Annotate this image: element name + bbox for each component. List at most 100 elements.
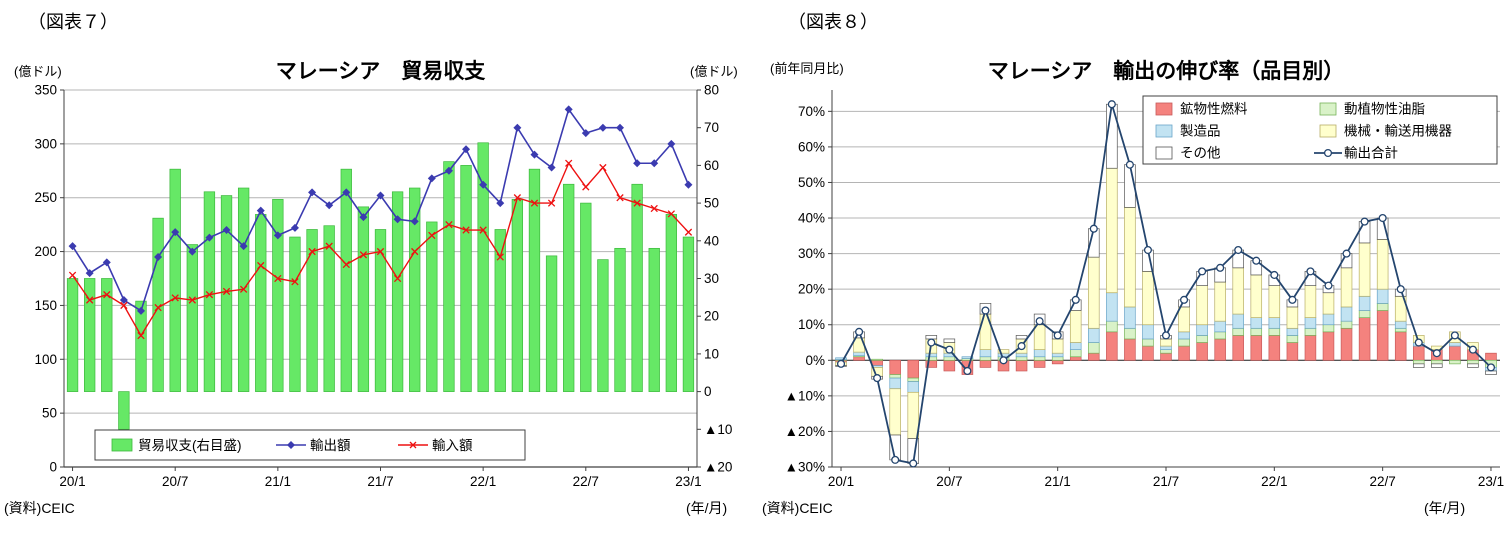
stack-segment-animal_vegetable_oils — [925, 356, 938, 361]
stack-segment-machinery_transport — [1250, 274, 1263, 318]
stack-segment-manufactured_goods — [925, 352, 938, 358]
stack-segment-mineral_fuels — [1286, 342, 1299, 361]
right-axis-tick-label: 40 — [704, 233, 719, 248]
total-exports-marker — [1017, 342, 1026, 351]
stack-segment-animal_vegetable_oils — [1340, 320, 1353, 329]
imports-marker — [582, 183, 590, 191]
total-exports-marker — [1089, 224, 1098, 233]
left-axis-tick-label: 50 — [42, 406, 57, 421]
imports-marker — [530, 199, 539, 207]
exports-marker — [171, 228, 180, 237]
exports-marker — [444, 166, 453, 175]
fig7-title: マレーシア 貿易収支 — [275, 60, 486, 83]
stack-segment-mineral_fuels — [979, 359, 992, 368]
total-exports-marker — [1360, 217, 1369, 226]
fig8-x-axis-unit: (年/月) — [1424, 500, 1466, 516]
legend-swatch-animal_vegetable_oils — [1319, 102, 1337, 116]
exports-marker — [547, 163, 556, 172]
fig7-x-axis-unit: (年/月) — [686, 500, 728, 516]
total-exports-marker — [1270, 270, 1279, 279]
trade-balance-bar — [528, 168, 541, 392]
total-exports-marker — [1198, 267, 1207, 276]
trade-balance-bar — [511, 198, 524, 392]
imports-marker — [547, 199, 556, 207]
stack-segment-machinery_transport — [1322, 292, 1335, 315]
stack-segment-machinery_transport — [1033, 324, 1046, 350]
imports-marker — [86, 296, 94, 304]
imports-marker — [684, 228, 693, 236]
total-exports-marker — [1216, 263, 1225, 272]
stack-segment-animal_vegetable_oils — [1268, 327, 1281, 336]
stack-segment-manufactured_goods — [1178, 331, 1190, 340]
stack-segment-machinery_transport — [1178, 306, 1190, 333]
stack-segment-manufactured_goods — [1232, 313, 1244, 329]
stack-segment-animal_vegetable_oils — [1088, 342, 1100, 354]
total-exports-marker — [1468, 345, 1477, 354]
imports-marker — [667, 210, 675, 218]
stack-segment-animal_vegetable_oils — [871, 358, 883, 361]
stack-segment-manufactured_goods — [1286, 327, 1299, 336]
exports-marker — [136, 306, 145, 315]
stack-segment-animal_vegetable_oils — [1286, 335, 1299, 343]
stack-segment-manufactured_goods — [1376, 288, 1389, 304]
right-axis-tick-label: 80 — [704, 83, 719, 98]
stack-segment-manufactured_goods — [889, 377, 901, 390]
total-exports-marker — [1252, 256, 1261, 265]
y-axis-tick-label: ▲10% — [785, 388, 825, 403]
stack-segment-animal_vegetable_oils — [1358, 310, 1371, 318]
trade-balance-bar — [494, 229, 506, 392]
stack-segment-animal_vegetable_oils — [907, 377, 920, 382]
exports-marker — [308, 188, 317, 197]
left-axis-tick-label: 150 — [34, 298, 57, 313]
imports-marker — [479, 226, 487, 234]
exports-marker — [85, 269, 94, 278]
x-axis-tick-label: 20/1 — [59, 474, 85, 489]
exports-marker — [650, 159, 659, 168]
imports-marker — [68, 271, 77, 279]
stack-segment-mineral_fuels — [1033, 359, 1046, 368]
trade-balance-bar — [409, 187, 421, 392]
y-axis-tick-label: 30% — [798, 246, 825, 261]
imports-marker — [565, 159, 573, 167]
stack-segment-machinery_transport — [1088, 256, 1100, 329]
imports-marker — [120, 301, 128, 310]
stack-segment-manufactured_goods — [1394, 320, 1407, 329]
trade-balance-bar — [220, 195, 233, 392]
trade-balance-bar — [597, 259, 609, 392]
stack-segment-animal_vegetable_oils — [1232, 327, 1244, 336]
stack-segment-animal_vegetable_oils — [1304, 327, 1317, 336]
left-axis-tick-label: 100 — [34, 352, 57, 367]
stack-segment-manufactured_goods — [1051, 352, 1064, 358]
exports-marker — [410, 217, 419, 226]
imports-marker — [239, 285, 248, 293]
stack-segment-manufactured_goods — [1142, 324, 1154, 340]
stack-segment-mineral_fuels — [1449, 345, 1461, 361]
stack-segment-manufactured_goods — [1340, 306, 1353, 322]
imports-marker — [342, 260, 350, 269]
stack-segment-machinery_transport — [889, 388, 901, 436]
legend-swatch-manufactured_goods — [1155, 124, 1173, 138]
stack-segment-others — [925, 335, 938, 340]
trade-balance-bar — [135, 300, 147, 392]
legend-swatch-trade-balance — [111, 438, 133, 452]
trade-balance-bar — [374, 229, 387, 392]
stack-segment-mineral_fuels — [943, 359, 956, 372]
y-axis-tick-label: 50% — [798, 175, 825, 190]
left-axis-tick-label: 350 — [34, 83, 57, 98]
stack-segment-manufactured_goods — [1069, 342, 1082, 350]
trade-balance-bar — [203, 191, 216, 392]
left-axis-tick-label: 250 — [34, 190, 57, 205]
stack-segment-animal_vegetable_oils — [1124, 327, 1136, 340]
stack-segment-machinery_transport — [1069, 310, 1082, 343]
x-axis-tick-label: 23/1 — [1478, 474, 1504, 489]
imports-marker — [376, 247, 385, 256]
total-exports-marker — [1053, 331, 1062, 340]
left-axis-tick-label: 200 — [34, 244, 57, 259]
exports-marker — [325, 201, 334, 210]
stack-segment-mineral_fuels — [1304, 335, 1317, 361]
total-exports-marker — [909, 459, 918, 468]
trade-balance-bar — [682, 236, 695, 392]
fig8-figure-label: （図表８） — [788, 12, 878, 32]
fig7-legend-box — [94, 429, 526, 461]
x-axis-tick-label: 22/1 — [1261, 474, 1287, 489]
